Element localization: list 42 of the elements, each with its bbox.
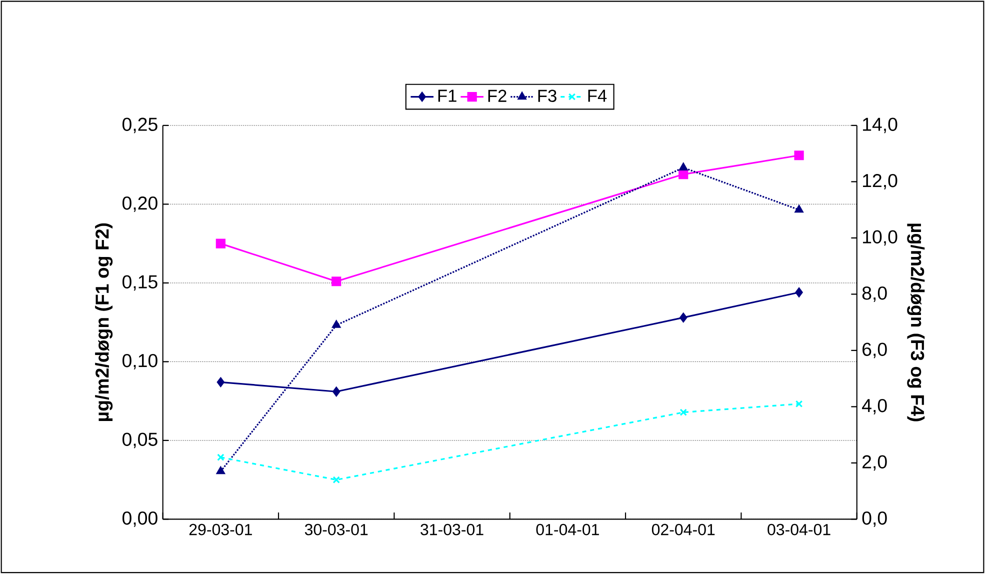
y2-tick-label: 14,0 (863, 118, 898, 134)
point (216, 466, 225, 474)
y2-tick-label: 8,0 (862, 286, 887, 302)
y-axis-title: µg/m2/døgn (F1 og F2) (95, 223, 113, 421)
y2-tick-label: 10,0 (863, 230, 898, 246)
point (680, 408, 687, 416)
point (216, 238, 226, 248)
point (678, 170, 688, 180)
legend-label: F1 (438, 90, 456, 102)
y-tick-label: 0,25 (122, 118, 158, 134)
point (332, 320, 341, 328)
point (795, 288, 803, 298)
point (332, 476, 340, 484)
point (794, 205, 804, 213)
y-tick-label: 0,10 (122, 354, 158, 370)
point (217, 454, 224, 461)
point (332, 276, 342, 286)
y-tick-label: 0,00 (122, 511, 158, 527)
x-tick-label: 03-04-01 (768, 524, 830, 536)
x-tick-label: 02-04-01 (652, 524, 715, 536)
y-tick-label: 0,20 (122, 196, 158, 212)
point (680, 312, 688, 322)
x-tick-label: 30-03-01 (304, 524, 368, 536)
legend-label: F4 (588, 90, 607, 102)
point (679, 162, 688, 170)
y-tick-label: 0,15 (122, 275, 158, 291)
point (794, 150, 804, 160)
x-tick-label: 01-04-01 (536, 524, 599, 536)
y2-axis-title: µg/m2/døgn (F3 og F4) (907, 224, 925, 422)
point (332, 386, 340, 396)
y2-tick-label: 6,0 (862, 342, 887, 358)
y2-tick-label: 4,0 (862, 399, 887, 414)
y2-tick-label: 0,0 (862, 511, 887, 527)
x-tick-label: 31-03-01 (420, 524, 484, 536)
x-tick-label: 29-03-01 (189, 524, 252, 536)
y-tick-label: 0,05 (122, 432, 158, 448)
legend-label: F2 (488, 90, 506, 102)
point (795, 400, 803, 408)
point (216, 377, 224, 388)
y2-tick-label: 12,0 (863, 174, 898, 190)
legend-label: F3 (538, 90, 556, 102)
y2-tick-label: 2,0 (862, 455, 887, 471)
